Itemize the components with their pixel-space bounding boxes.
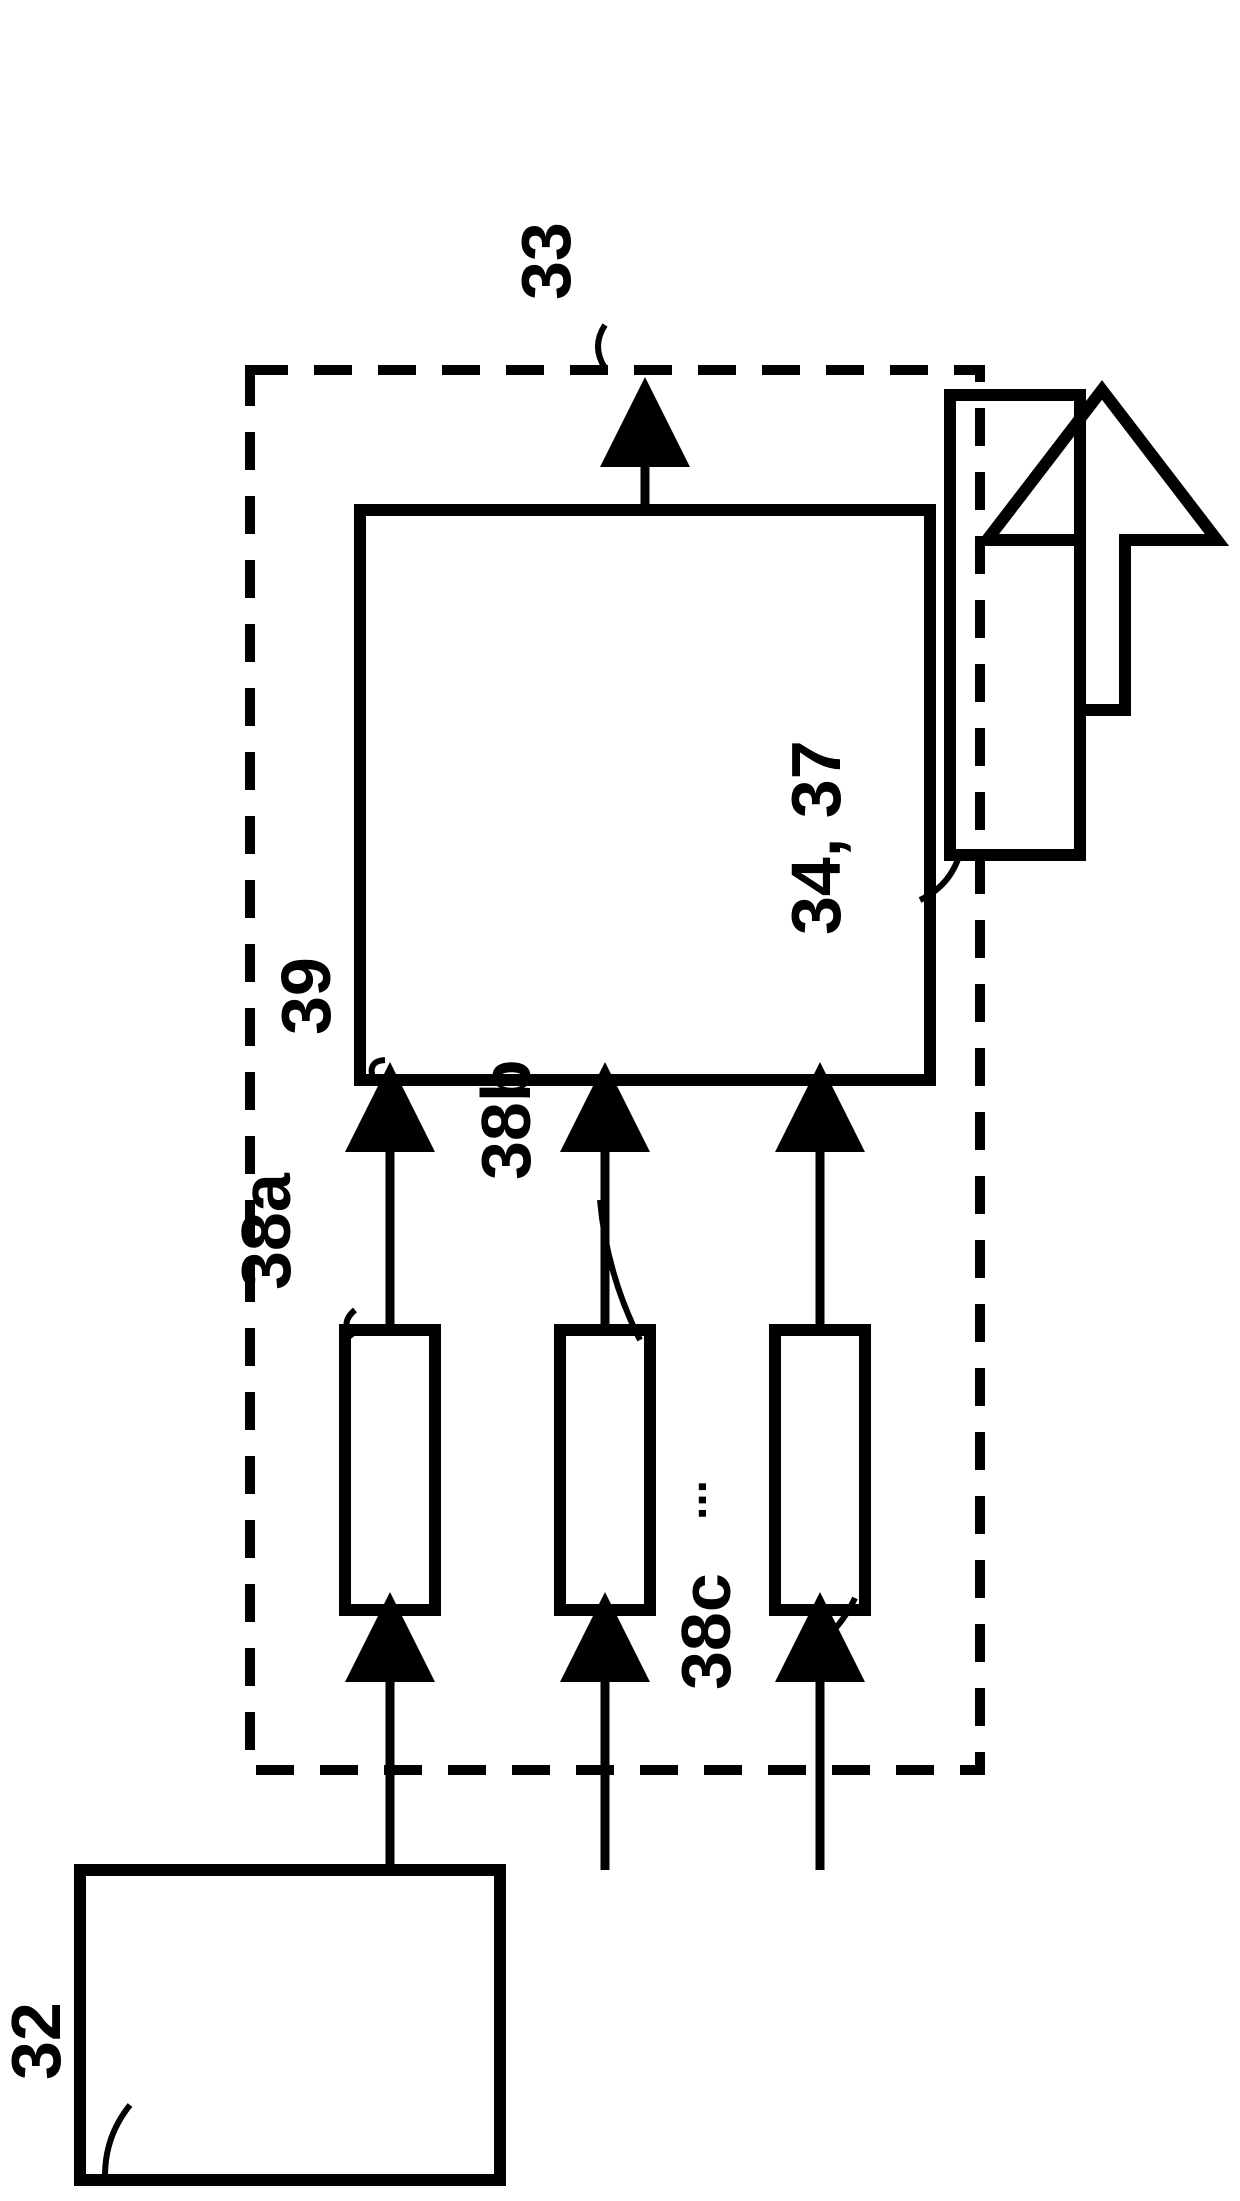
label-38b: 38b (467, 1059, 545, 1180)
ellipsis: ... (664, 1480, 717, 1520)
leader-32 (105, 2105, 130, 2178)
label-38c: 38c (667, 1573, 745, 1690)
label-32: 32 (0, 2002, 75, 2080)
block-34-37 (950, 395, 1080, 855)
leader-33 (598, 325, 605, 368)
label-3437: 34, 37 (777, 740, 855, 935)
block-38b (560, 1330, 650, 1610)
block-32 (80, 1870, 500, 2180)
block-38c (775, 1330, 865, 1610)
label-38a: 38a (227, 1172, 305, 1290)
output-arrow (987, 390, 1217, 710)
label-39: 39 (267, 957, 345, 1035)
label-33: 33 (507, 222, 585, 300)
block-38a (345, 1330, 435, 1610)
diagram-canvas: ... 32 33 38a 38b 38c 39 34, 37 (0, 0, 1240, 2201)
